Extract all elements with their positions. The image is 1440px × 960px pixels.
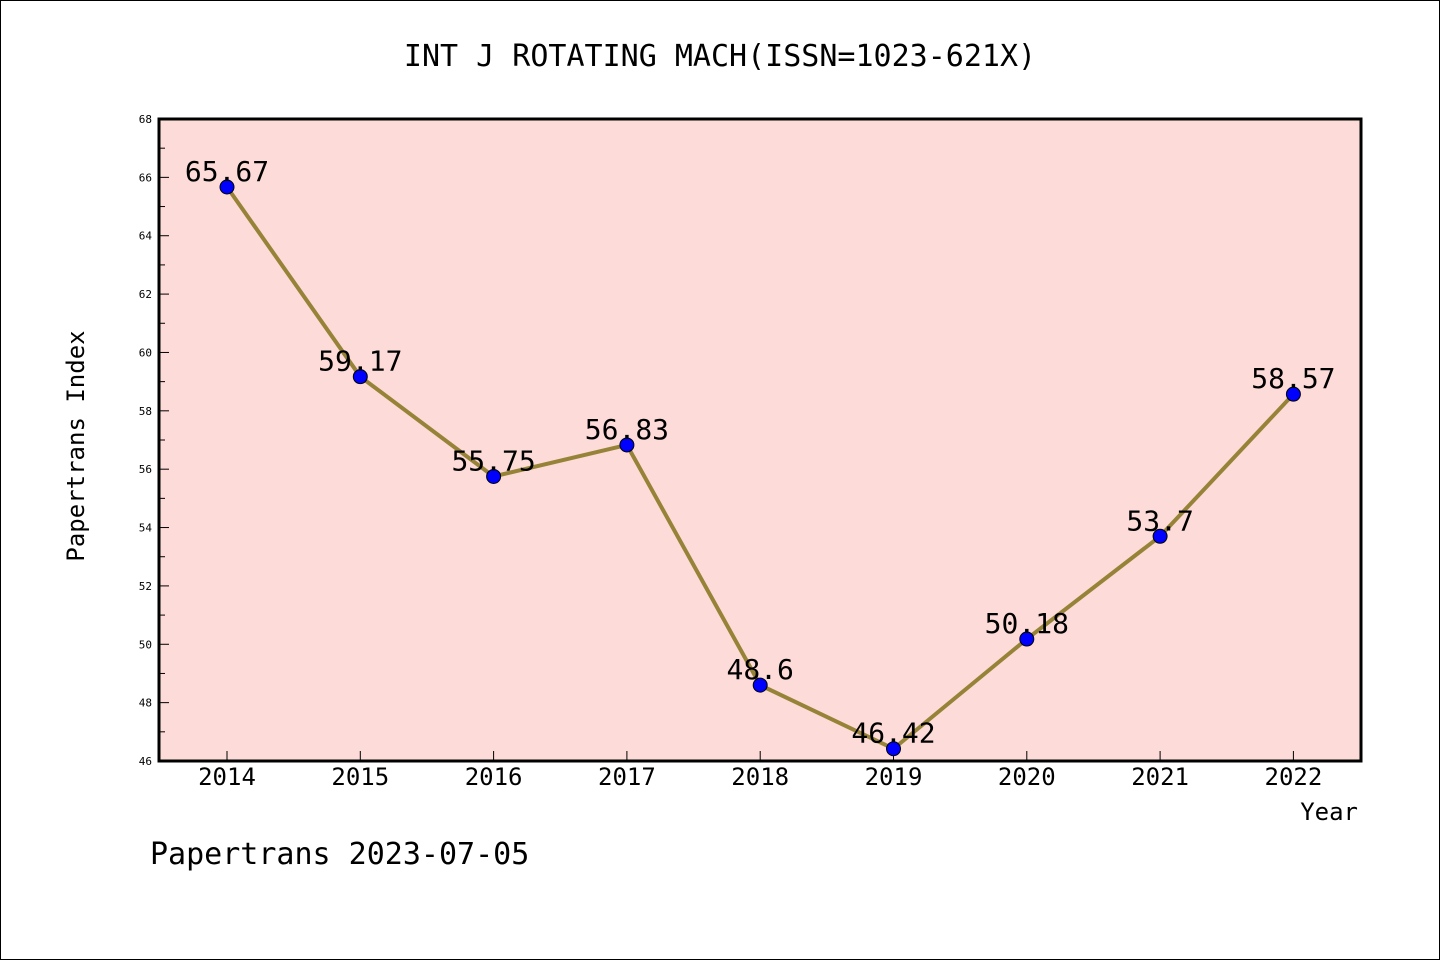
data-label-2018: 48.6	[726, 653, 793, 686]
data-label-2020: 50.18	[985, 607, 1069, 640]
y-tick-label: 60	[139, 346, 152, 359]
data-point-2014	[219, 179, 235, 195]
data-label-2019: 46.42	[851, 717, 935, 750]
y-tick-label: 50	[139, 638, 152, 651]
data-point-2022	[1285, 386, 1301, 402]
x-tick-label: 2018	[731, 763, 789, 791]
plot-area	[157, 117, 1363, 763]
data-point-2021	[1152, 528, 1168, 544]
data-label-2022: 58.57	[1251, 362, 1335, 395]
x-tick-label: 2017	[598, 763, 656, 791]
x-tick-label: 2019	[865, 763, 923, 791]
data-point-2017	[619, 437, 635, 453]
x-tick-label: 2022	[1265, 763, 1323, 791]
x-tick-label: 2021	[1131, 763, 1189, 791]
x-tick-label: 2014	[198, 763, 256, 791]
data-point-2020	[1019, 631, 1035, 647]
y-tick-label: 66	[139, 171, 152, 184]
data-point-2016	[486, 468, 502, 484]
y-tick-label: 48	[139, 697, 152, 710]
y-axis-label: Papertrans Index	[62, 330, 90, 561]
data-labels: 65.67 59.17 55.75 56.83 48.6 46.42 50.18 53.7 58…	[185, 155, 1336, 750]
data-point-2018	[752, 677, 768, 693]
data-point-2019	[886, 741, 901, 757]
data-label-2014: 65.67	[185, 155, 269, 188]
x-tick-label: 2016	[465, 763, 523, 791]
y-tick-label: 52	[139, 580, 152, 593]
data-label-2017: 56.83	[585, 413, 669, 446]
y-tick-label: 54	[139, 522, 153, 535]
x-axis: 2014 2015 2016 2017 2018 2019 2020 2021 2022	[198, 751, 1322, 791]
chart-title: INT J ROTATING MACH(ISSN=1023-621X)	[404, 39, 1036, 74]
data-label-2015: 59.17	[318, 345, 402, 378]
data-label-2021: 53.7	[1126, 504, 1193, 537]
y-axis: 46 48 50 52 54 56 58 60 62 64 66 68	[139, 113, 169, 768]
y-tick-label: 68	[139, 113, 152, 126]
y-tick-label: 46	[139, 755, 152, 768]
data-point-2015	[352, 369, 368, 385]
data-markers	[219, 179, 1301, 757]
data-label-2016: 55.75	[451, 444, 535, 477]
x-tick-label: 2020	[998, 763, 1056, 791]
x-tick-label: 2015	[331, 763, 389, 791]
x-axis-label: Year	[1300, 798, 1358, 826]
y-tick-label: 64	[139, 230, 153, 243]
y-tick-label: 56	[139, 463, 152, 476]
footer-text: Papertrans 2023-07-05	[150, 837, 529, 872]
y-tick-label: 62	[139, 288, 152, 301]
y-tick-label: 58	[139, 405, 152, 418]
